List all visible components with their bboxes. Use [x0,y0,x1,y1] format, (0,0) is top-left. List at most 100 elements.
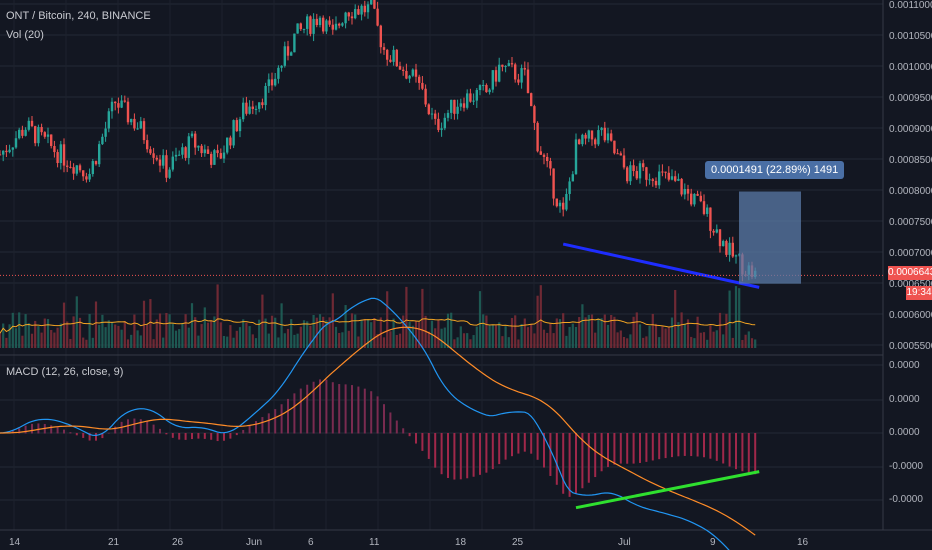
volume-bar [194,317,197,348]
candle-body [466,93,469,108]
volume-bar [347,330,350,348]
candle-body [30,120,34,127]
candle-body [437,118,440,130]
volume-legend[interactable]: Vol (20) [6,29,44,41]
volume-bar [533,333,536,348]
macd-histogram-bar [735,433,737,470]
volume-bar [373,317,376,348]
candle-body [408,75,411,79]
macd-histogram-bar [229,433,232,439]
volume-bar [718,312,722,348]
macd-histogram-bar [453,433,456,480]
macd-histogram-bar [664,433,667,459]
volume-bar [149,299,152,348]
candle-body [18,129,21,139]
volume-bar [376,334,379,348]
candle-body [482,85,485,87]
time-tick-label: Jul [618,537,631,548]
volume-bar [462,333,466,348]
volume-bar [715,330,718,348]
candle-body [91,161,94,175]
macd-histogram-bar [280,404,283,434]
macd-histogram-bar [191,433,193,440]
candle-body [728,242,731,255]
candle-body [424,88,427,105]
candle-body [187,136,190,158]
candle-body [530,93,533,107]
volume-bar [206,322,210,348]
macd-histogram-bar [607,433,609,468]
candle-body [232,120,235,146]
macd-histogram-bar [415,433,417,444]
candle-body [158,159,162,166]
candle-body [696,193,699,196]
candle-body [347,12,350,17]
candle-body [462,103,466,108]
candle-body [213,150,216,165]
volume-bar [338,332,341,348]
candle-body [613,140,616,154]
candle-body [354,9,357,19]
macd-legend[interactable]: MACD (12, 26, close, 9) [6,366,124,378]
volume-bar [507,337,510,348]
time-tick-label: Jun [246,537,262,548]
candle-body [718,229,722,247]
volume-bar [98,324,101,348]
drawings[interactable] [0,191,883,510]
macd-histogram-bar [632,433,635,464]
volume-bars [0,284,757,348]
candle-body [162,155,165,166]
volume-bar [734,286,738,348]
volume-bar [66,321,69,348]
macd-histogram-bar [383,404,385,434]
macd-histogram-bar [11,430,14,434]
candle-body [139,121,142,129]
price-tick-label: 0.0009500 [889,93,932,104]
candle-body [226,137,229,153]
candle-body [75,165,78,174]
macd-histogram-bar [543,433,545,468]
candle-body [514,64,517,80]
candle-body [453,99,456,114]
volume-bar [238,327,242,348]
candle-body [562,202,565,210]
volume-bar [402,315,405,348]
candle-body [552,168,555,199]
candle-body [674,176,677,181]
volume-bar [616,332,619,348]
volume-bar [277,337,280,348]
candle-body [8,149,11,153]
candle-body [686,188,690,194]
candle-body [242,102,245,120]
volume-bar [654,323,658,348]
candle-body [722,241,725,247]
candle-body [94,161,98,165]
candle-body [389,59,392,62]
volume-bar [389,331,392,348]
volume-bar [162,337,165,348]
volume-bar [619,330,622,348]
volume-bar [613,316,616,348]
candle-body [478,85,482,91]
volume-bar [114,324,117,348]
volume-bar [622,336,626,348]
symbol-legend[interactable]: ONT / Bitcoin, 240, BINANCE [6,10,151,22]
macd-histogram-bar [139,419,142,434]
volume-bar [728,290,731,348]
candle-body [235,120,238,132]
macd-histogram-bar [50,425,53,434]
volume-bar [181,322,184,348]
candle-body [334,23,338,30]
current-price-tag: 0.0006643 [888,266,932,280]
candle-body [302,28,306,30]
candle-body [379,25,382,48]
macd-histogram-bar [363,388,366,434]
volume-bar [677,322,680,348]
candle-body [485,85,488,93]
price-tick-label: 0.0008500 [889,155,932,166]
candle-body [565,193,568,210]
signal-line [0,326,756,536]
volume-bar [670,317,674,348]
macd-histogram-bar [75,433,78,436]
